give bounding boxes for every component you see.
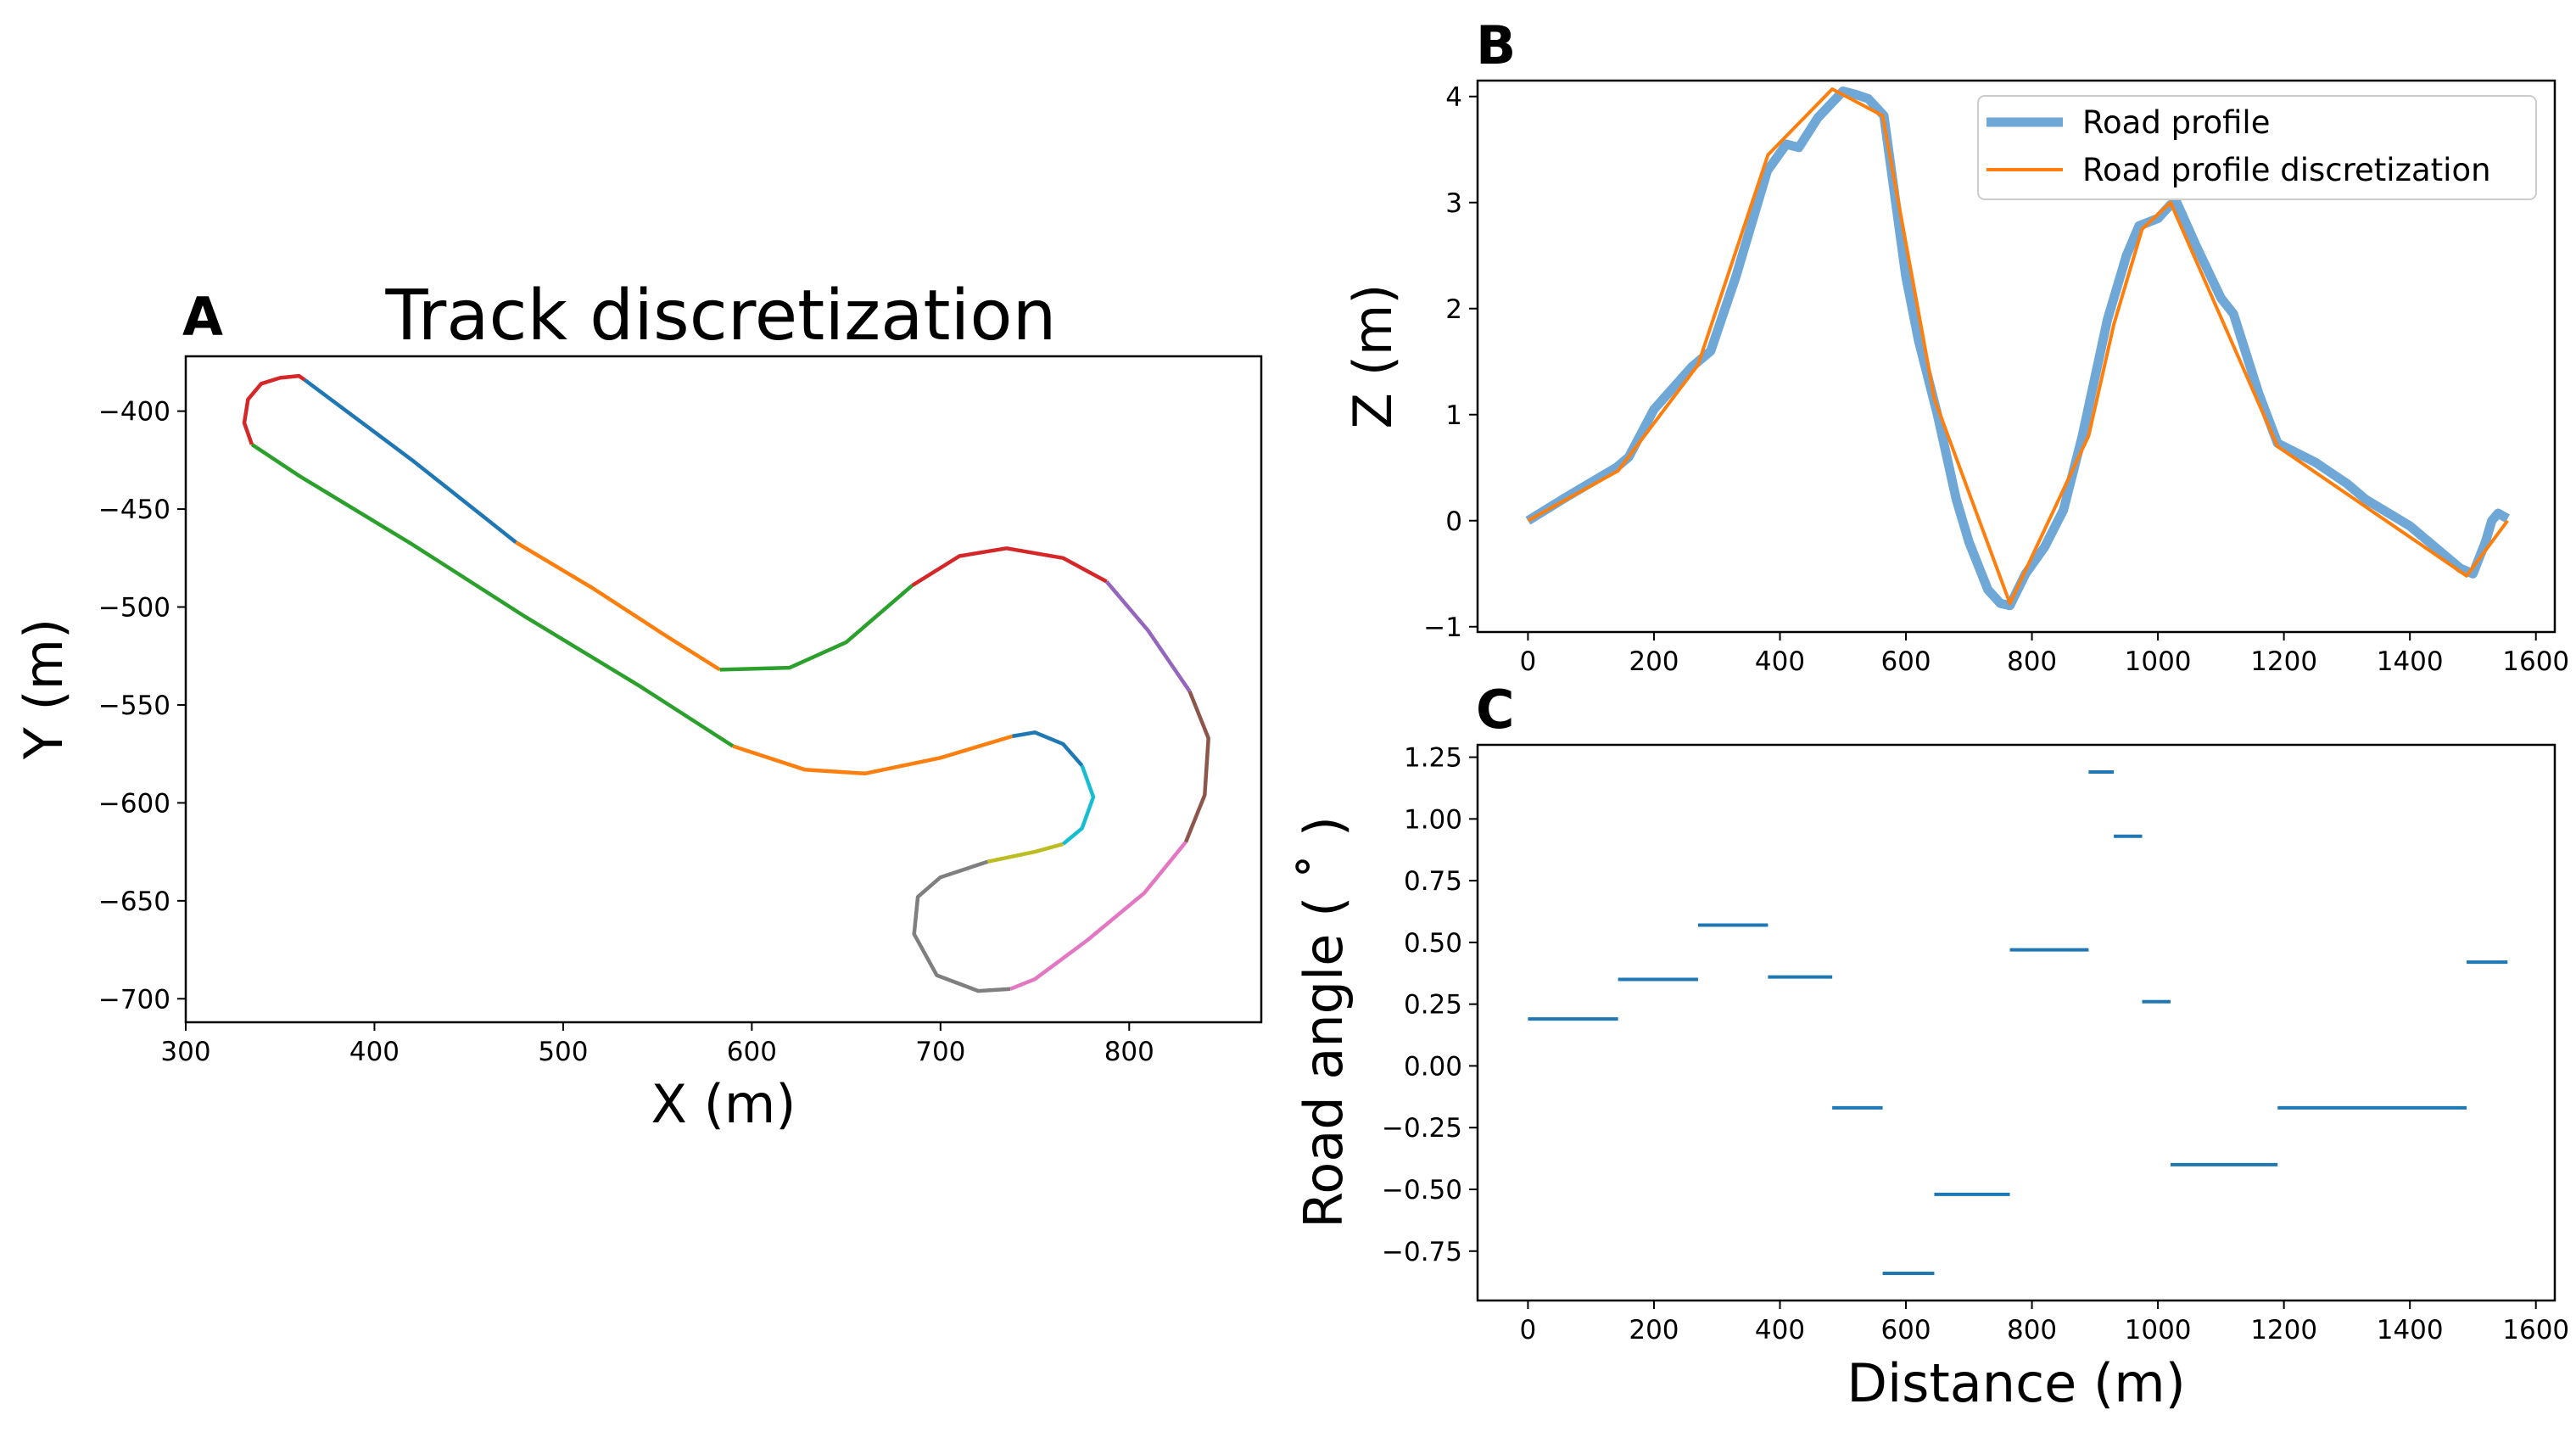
track-segment-12	[732, 734, 1014, 776]
panel-c-x-tick-label: 400	[1755, 1315, 1805, 1345]
panel-a-x-tick-label: 500	[538, 1037, 588, 1067]
panel-c-y-tick-label: 1.25	[1404, 743, 1462, 774]
panel-b-y-tick-label: 3	[1445, 188, 1462, 219]
panel-c-x-tick-label: 1600	[2502, 1315, 2569, 1345]
panel-b-label: B	[1476, 14, 1516, 76]
panel-c-x-axis-label: Distance (m)	[1847, 1352, 2186, 1414]
legend-entry-road-profile-discretization: Road profile discretization	[2082, 152, 2491, 188]
track-segment-13	[250, 443, 735, 748]
road-profile-lines	[1525, 87, 2511, 611]
panel-a-x-tick-label: 400	[349, 1037, 400, 1067]
panel-a-x-tick-label: 800	[1104, 1037, 1154, 1067]
panel-a-x-ticks: 300 400 500 600 700 800	[160, 1022, 1154, 1067]
chart-title: Track discretization	[385, 276, 1057, 356]
panel-a-y-tick-label: −450	[98, 495, 170, 525]
panel-a-y-tick-label: −650	[98, 887, 170, 917]
panel-c-x-tick-label: 800	[2007, 1315, 2057, 1345]
track-segment-6	[1183, 690, 1210, 843]
track-segment-9	[986, 842, 1064, 864]
legend-frame	[1977, 95, 2537, 200]
track-segment-8	[912, 859, 1011, 993]
panel-a-y-tick-label: −400	[98, 397, 170, 428]
panel-a-y-tick-label: −550	[98, 691, 170, 721]
panel-a-y-tick-label: −700	[98, 984, 170, 1015]
panel-c-y-tick-label: 0.25	[1404, 990, 1462, 1021]
panel-c-x-tick-label: 1400	[2377, 1315, 2444, 1345]
panel-a-label: A	[182, 286, 223, 348]
panel-b-x-tick-label: 1200	[2250, 646, 2317, 677]
panel-b-y-axis-label: Z (m)	[1342, 284, 1404, 429]
panel-b-x-tick-label: 1600	[2502, 646, 2569, 677]
track-segment-14	[242, 373, 306, 445]
panel-c-y-tick-label: 1.00	[1404, 804, 1462, 835]
panel-a-axes-frame	[184, 355, 1263, 1024]
panel-b-axes-frame	[1476, 79, 2556, 634]
road-angle-segments	[1528, 770, 2508, 1275]
panel-b-x-tick-label: 400	[1755, 646, 1805, 677]
panel-b-y-ticks: 4 3 2 1 0 −1	[1423, 82, 1478, 643]
panel-b-x-tick-label: 800	[2007, 646, 2057, 677]
track-segment-1	[303, 378, 517, 545]
panel-a-y-ticks: −400 −450 −500 −550 −600 −650 −700	[98, 397, 186, 1015]
panel-b-x-tick-label: 200	[1629, 646, 1679, 677]
panel-b-y-tick-label: 1	[1445, 400, 1462, 431]
track-segment-5	[1104, 580, 1192, 693]
road-profile-discretization-line	[1527, 87, 2509, 606]
panel-a-x-axis-label: X (m)	[651, 1073, 796, 1135]
panel-b-road-profile: B 0 200 400 600 800 1000 1200 1400 1600 43210−1 …	[1342, 14, 2569, 677]
panel-c-x-tick-label: 200	[1629, 1315, 1679, 1345]
track-segment-2	[515, 540, 721, 672]
panel-c-y-tick-label: −0.25	[1382, 1113, 1462, 1144]
track-segment-3	[719, 584, 914, 672]
panel-b-x-ticks: 0 200 400 600 800 1000 1200 1400 1600	[1520, 632, 2569, 677]
panel-a-y-tick-label: −500	[98, 593, 170, 624]
panel-c-x-tick-label: 600	[1880, 1315, 1931, 1345]
track-segment-4	[911, 546, 1108, 588]
panel-c-road-angle: C 0 200 400 600 800 1000 1200 1400 1600 1.25 1.00…	[1293, 679, 2569, 1414]
panel-c-x-ticks: 0 200 400 600 800 1000 1200 1400 1600	[1520, 1301, 2569, 1345]
panel-c-y-tick-label: 0.50	[1404, 928, 1462, 959]
panel-c-label: C	[1476, 679, 1515, 741]
legend: Road profile Road profile discretization	[1977, 95, 2537, 200]
track-segment-11	[1012, 730, 1084, 767]
track-segment-10	[1061, 764, 1096, 846]
panel-b-y-tick-label: −1	[1423, 613, 1462, 643]
panel-b-x-tick-label: 1000	[2125, 646, 2192, 677]
panel-a-track-discretization: A Track discretization 300 400 500 600 700 80…	[13, 276, 1263, 1135]
panel-c-x-tick-label: 1200	[2250, 1315, 2317, 1345]
panel-b-x-tick-label: 600	[1880, 646, 1931, 677]
legend-entry-road-profile: Road profile	[2082, 104, 2270, 141]
panel-c-y-axis-label: Road angle ( ˚ )	[1293, 816, 1355, 1228]
panel-c-y-tick-label: −0.50	[1382, 1175, 1462, 1205]
panel-c-x-tick-label: 1000	[2125, 1315, 2192, 1345]
panel-c-y-tick-label: 0.75	[1404, 866, 1462, 897]
panel-c-y-tick-label: −0.75	[1382, 1237, 1462, 1267]
panel-a-y-axis-label: Y (m)	[13, 618, 75, 760]
panel-b-y-tick-label: 4	[1445, 82, 1462, 113]
panel-a-x-tick-label: 300	[160, 1037, 210, 1067]
panel-c-y-tick-label: 0.00	[1404, 1051, 1462, 1082]
panel-c-axes-frame	[1476, 743, 2556, 1302]
panel-b-y-tick-label: 0	[1445, 506, 1462, 537]
track-segments	[242, 373, 1210, 993]
panel-c-y-ticks: 1.25 1.00 0.75 0.50 0.25 0.00 −0.25 −0.50 −0.75	[1382, 743, 1478, 1267]
panel-b-x-tick-label: 0	[1520, 646, 1537, 677]
panel-a-y-tick-label: −600	[98, 788, 170, 819]
panel-b-x-tick-label: 1400	[2377, 646, 2444, 677]
track-segment-7	[1009, 841, 1187, 991]
panel-a-x-tick-label: 700	[915, 1037, 965, 1067]
panel-c-x-tick-label: 0	[1520, 1315, 1537, 1345]
panel-b-y-tick-label: 2	[1445, 294, 1462, 325]
panel-a-x-tick-label: 600	[727, 1037, 777, 1067]
